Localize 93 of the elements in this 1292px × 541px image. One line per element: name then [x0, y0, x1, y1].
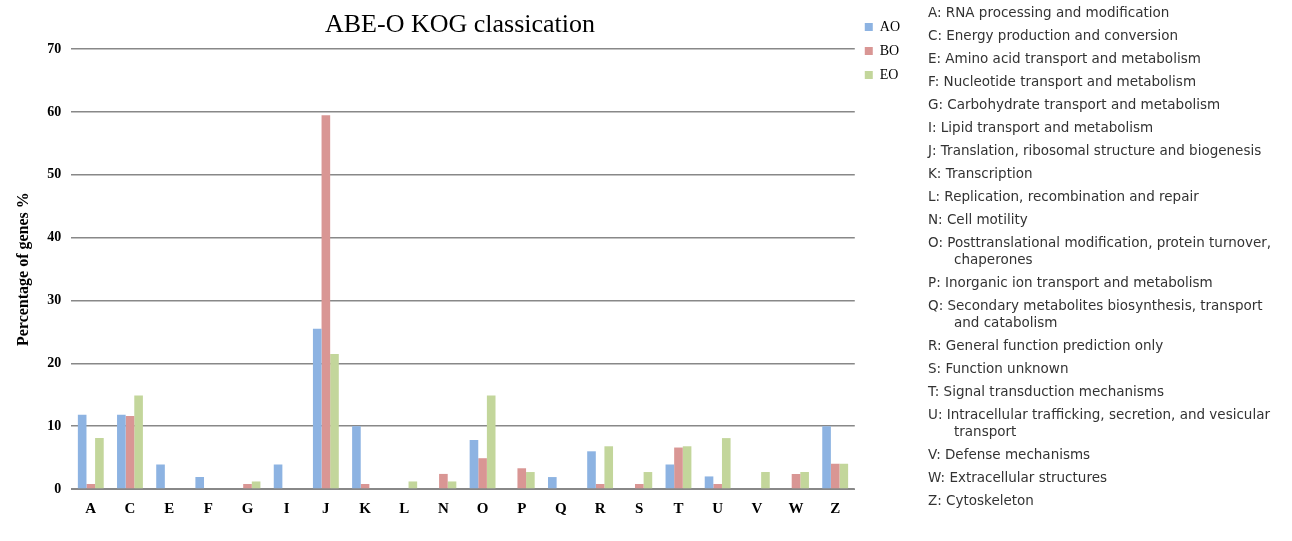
text: S: Function unknown	[928, 360, 1070, 377]
bar	[447, 481, 457, 489]
bar	[822, 426, 831, 489]
text: W: Extracellular structures	[928, 469, 1108, 486]
bar	[682, 446, 692, 489]
text: Q: Secondary metabolites biosynthesis, transport and catabolism	[928, 297, 1264, 331]
bar	[704, 476, 714, 489]
x-tick-label: F	[203, 499, 213, 516]
bar	[761, 472, 770, 489]
x-tick-label: A	[85, 499, 97, 516]
bar	[478, 458, 487, 489]
x-tick-label: Z	[830, 499, 841, 516]
chart-title: ABE-O KOG classication	[324, 9, 596, 39]
text: P: Inorganic ion transport and metabolism	[928, 274, 1214, 291]
y-tick-label: 0	[54, 480, 62, 496]
bar	[330, 353, 339, 489]
bar	[830, 463, 840, 489]
bar	[486, 395, 496, 489]
text: J: Translation, ribosomal structure and biogenesis	[928, 142, 1263, 159]
bar	[95, 438, 104, 489]
x-tick-label: S	[635, 499, 644, 516]
bar	[243, 483, 252, 489]
bar	[517, 468, 527, 489]
bar	[156, 464, 165, 489]
x-tick-label: P	[517, 499, 527, 516]
x-tick-label: V	[751, 499, 763, 516]
y-tick-label: 70	[47, 40, 62, 56]
text: K: Transcription	[928, 165, 1034, 182]
bar	[251, 481, 261, 489]
bar	[634, 483, 644, 489]
text: F: Nucleotide transport and metabolism	[928, 73, 1198, 90]
bar	[312, 328, 322, 489]
bar	[134, 395, 143, 489]
x-tick-label: I	[283, 499, 290, 516]
bar	[643, 472, 653, 489]
bar	[548, 477, 557, 489]
bar	[273, 464, 283, 489]
x-tick-label: U	[712, 499, 724, 516]
x-tick-label: W	[788, 499, 804, 516]
bar	[469, 439, 479, 489]
bar	[352, 426, 361, 489]
bar	[604, 446, 614, 489]
bar	[77, 414, 87, 489]
y-tick-label: 20	[47, 354, 62, 370]
bar	[195, 477, 205, 489]
text: C: Energy production and conversion	[928, 27, 1179, 44]
x-tick-label: T	[673, 499, 684, 516]
bar	[125, 416, 135, 489]
legend-label: AO	[879, 18, 901, 34]
legend-label: EO	[879, 66, 899, 82]
y-axis-title: Percentage of genes %	[13, 192, 32, 347]
x-tick-label: G	[241, 499, 254, 516]
y-tick-label: 40	[47, 229, 62, 245]
text: N: Cell motility	[928, 211, 1029, 228]
text: L: Replication, recombination and repair	[928, 188, 1200, 205]
text: V: Defense mechanisms	[928, 446, 1092, 463]
text: U: Intracellular trafficking, secretion, and vesicular transport	[928, 406, 1271, 440]
bar	[674, 447, 683, 489]
bar	[665, 464, 675, 489]
text: A: RNA processing and modification	[928, 4, 1171, 21]
x-tick-label: Q	[555, 499, 568, 516]
bar	[86, 483, 96, 489]
legend-label: BO	[879, 42, 900, 58]
bar	[839, 463, 849, 489]
x-tick-label: C	[124, 499, 136, 516]
text: Z: Cytoskeleton	[928, 492, 1035, 509]
text: O: Posttranslational modification, protein turnover, chaperones	[928, 234, 1273, 268]
y-tick-label: 30	[47, 292, 62, 308]
bar	[408, 481, 418, 489]
text: R: General function prediction only	[928, 337, 1165, 354]
text: G: Carbohydrate transport and metabolism	[928, 96, 1222, 113]
bar	[587, 451, 596, 489]
x-tick-label: L	[399, 499, 410, 516]
bar	[526, 472, 535, 489]
x-tick-label: N	[437, 499, 449, 516]
x-tick-label: J	[322, 499, 331, 516]
text: T: Signal transduction mechanisms	[928, 383, 1165, 400]
y-tick-label: 10	[47, 417, 62, 433]
x-tick-label: K	[359, 499, 372, 516]
bar	[439, 473, 448, 489]
x-tick-label: R	[594, 499, 606, 516]
y-tick-label: 50	[47, 166, 62, 182]
bar	[713, 483, 722, 489]
text: E: Amino acid transport and metabolism	[928, 50, 1202, 67]
bar	[117, 414, 126, 489]
bar	[791, 473, 801, 489]
bar	[721, 438, 731, 489]
x-tick-label: E	[164, 499, 175, 516]
bar	[321, 115, 331, 489]
text: I: Lipid transport and metabolism	[928, 119, 1155, 136]
x-tick-label: O	[476, 499, 489, 516]
y-tick-label: 60	[47, 103, 62, 119]
bar	[800, 472, 809, 489]
